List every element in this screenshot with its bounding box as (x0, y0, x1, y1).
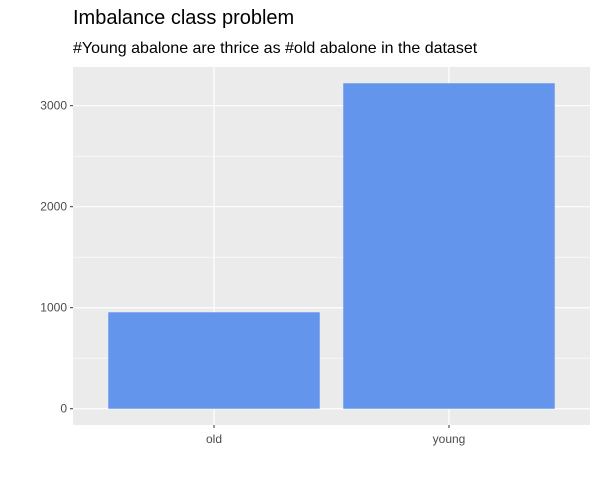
x-tick-label-young: young (433, 432, 466, 446)
bars (108, 83, 555, 409)
x-axis: old young (206, 425, 465, 446)
y-tick-label: 3000 (40, 99, 67, 113)
bar-old (108, 312, 320, 409)
y-axis: 0 1000 2000 3000 (40, 99, 73, 416)
x-tick-label-old: old (206, 432, 222, 446)
chart-title: Imbalance class problem (73, 7, 294, 29)
y-tick-label: 0 (60, 402, 67, 416)
chart-subtitle: #Young abalone are thrice as #old abalon… (73, 40, 478, 57)
y-tick-label: 2000 (40, 200, 67, 214)
y-tick-label: 1000 (40, 301, 67, 315)
bar-young (343, 83, 555, 409)
